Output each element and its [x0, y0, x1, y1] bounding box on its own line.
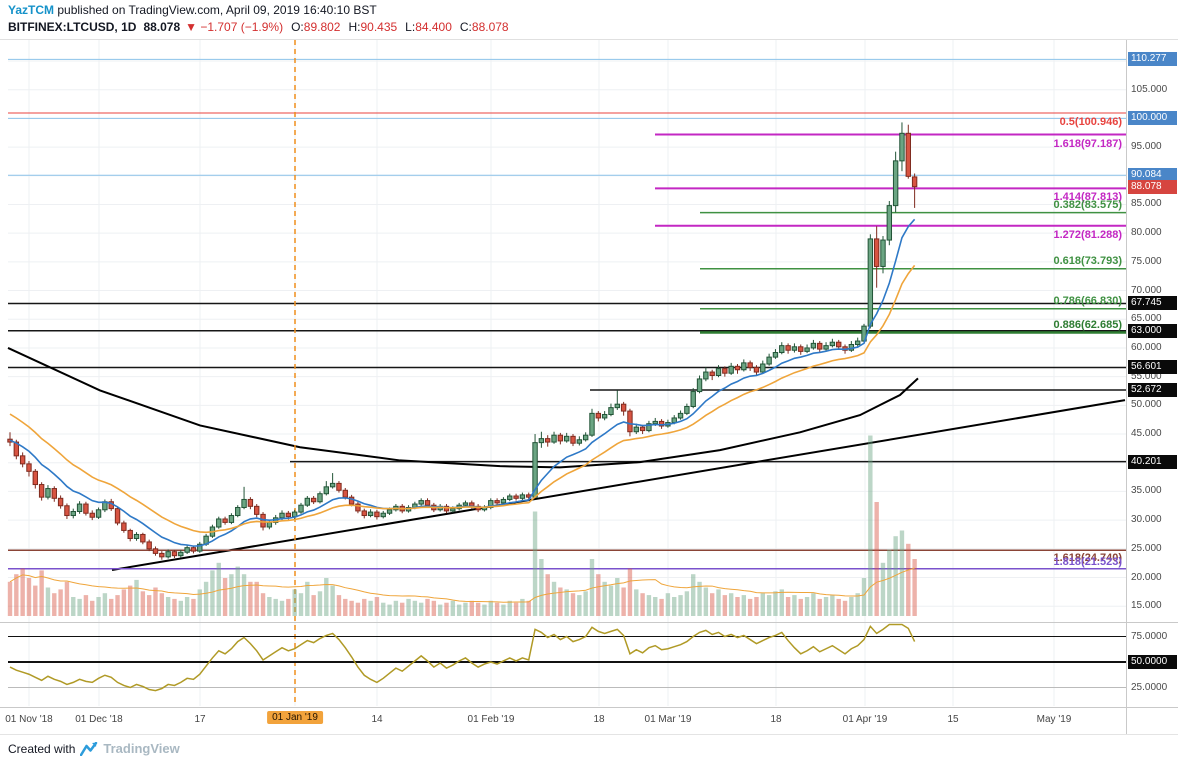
- tradingview-link[interactable]: TradingView: [103, 741, 180, 756]
- trend-curve[interactable]: [7, 347, 919, 469]
- ohlc-label: H:: [348, 20, 361, 34]
- ma_slow-line: [9, 264, 916, 534]
- ohlc-value: 84.400: [415, 20, 452, 34]
- tradingview-logo[interactable]: [80, 741, 98, 756]
- volume-series: [7, 435, 917, 616]
- candlestick-series: [7, 122, 918, 560]
- symbol-title: BITFINEX:LTCUSD, 1D: [8, 20, 137, 34]
- header: YazTCM published on TradingView.com, Apr…: [8, 3, 509, 34]
- volume-ma-line: [9, 567, 915, 603]
- created-with-text: Created with: [8, 741, 76, 756]
- ohlc-values: O:89.802 H:90.435 L:84.400 C:88.078: [283, 20, 509, 34]
- symbol-info-line: BITFINEX:LTCUSD, 1D 88.078 ▼ −1.707 (−1.9%…: [8, 20, 509, 34]
- ohlc-label: L:: [405, 20, 416, 34]
- footer: Created with TradingView: [8, 741, 180, 756]
- ohlc-value: 90.435: [360, 20, 398, 34]
- ohlc-label: C:: [459, 20, 472, 34]
- alert-lines: [8, 58, 1126, 176]
- price-change: ▼ −1.707 (−1.9%): [185, 20, 284, 34]
- sr-lines: [7, 302, 1126, 572]
- byline-text: published on TradingView.com, April 09, …: [54, 3, 377, 17]
- byline: YazTCM published on TradingView.com, Apr…: [8, 3, 509, 17]
- oscillator-line: [9, 623, 916, 692]
- ascending-trendline[interactable]: [111, 399, 1126, 572]
- tradingview-logo-glyph: [80, 741, 98, 756]
- ohlc-value: 89.802: [303, 20, 341, 34]
- ohlc-value: 88.078: [471, 20, 509, 34]
- author-link[interactable]: YazTCM: [8, 3, 55, 17]
- last-price: 88.078: [143, 20, 181, 34]
- pane-separators: [0, 39, 1178, 735]
- ohlc-label: O:: [291, 20, 304, 34]
